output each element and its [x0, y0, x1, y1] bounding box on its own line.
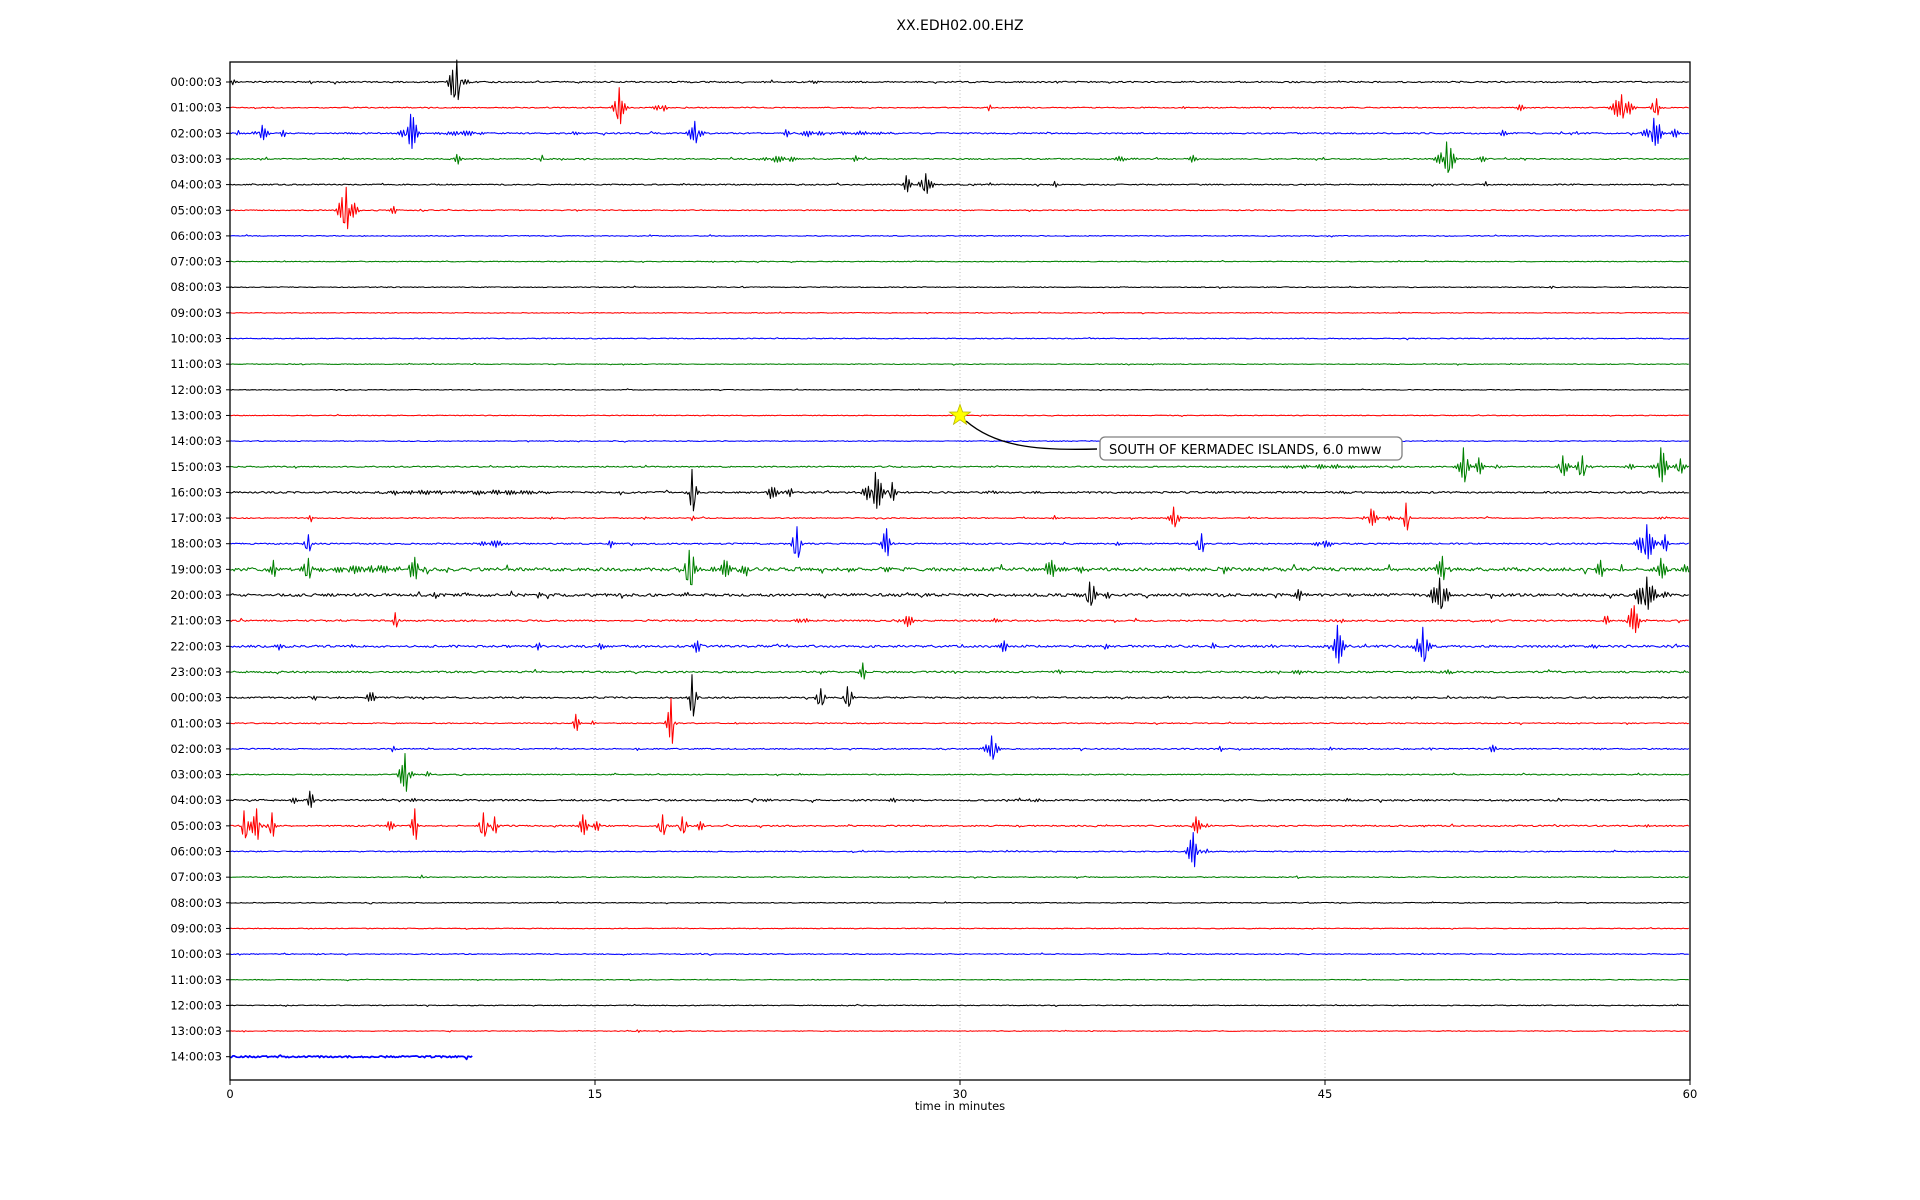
y-tick-label-30: 06:00:03	[170, 845, 222, 859]
y-tick-label-8: 08:00:03	[170, 280, 222, 294]
y-tick-label-19: 19:00:03	[170, 562, 222, 576]
trace-row-18	[229, 524, 1689, 560]
trace-row-28	[229, 790, 1690, 808]
trace-row-16	[229, 468, 1689, 512]
trace-row-30	[229, 831, 1689, 868]
trace-row-22	[229, 624, 1690, 664]
trace-row-24	[229, 674, 1689, 717]
trace-row-17	[229, 502, 1689, 531]
trace-row-27	[229, 752, 1690, 792]
trace-row-31	[229, 874, 1690, 880]
y-tick-label-6: 06:00:03	[170, 229, 222, 243]
x-tick-label-45: 45	[1318, 1087, 1333, 1101]
y-tick-label-28: 04:00:03	[170, 793, 222, 807]
y-tick-label-16: 16:00:03	[170, 485, 222, 499]
trace-row-32	[229, 901, 1689, 905]
y-tick-label-37: 13:00:03	[170, 1024, 222, 1038]
y-tick-label-29: 05:00:03	[170, 819, 222, 833]
trace-row-7	[229, 259, 1689, 264]
y-tick-label-22: 22:00:03	[170, 639, 222, 653]
event-star-marker	[948, 403, 972, 426]
x-tick-label-60: 60	[1683, 1087, 1698, 1101]
trace-row-1	[229, 87, 1689, 125]
trace-row-6	[229, 234, 1689, 238]
trace-row-33	[230, 927, 1689, 930]
annotation-leader-line	[965, 420, 1098, 451]
traces-group	[229, 59, 1690, 1061]
trace-row-38	[229, 1054, 473, 1061]
y-tick-label-24: 00:00:03	[170, 691, 222, 705]
annotation-label: SOUTH OF KERMADEC ISLANDS, 6.0 mww	[1109, 443, 1382, 458]
y-tick-label-3: 03:00:03	[170, 152, 222, 166]
trace-row-37	[229, 1029, 1690, 1033]
y-tick-label-17: 17:00:03	[170, 511, 222, 525]
trace-row-34	[229, 952, 1689, 956]
y-tick-label-11: 11:00:03	[170, 357, 222, 371]
trace-row-20	[229, 576, 1689, 610]
y-tick-label-0: 00:00:03	[170, 75, 222, 89]
axes-group: 00:00:03 01:00:03 02:00:03 03:00:03 04:00:03…	[170, 61, 1698, 1101]
y-tick-label-18: 18:00:03	[170, 537, 222, 551]
y-tick-label-32: 08:00:03	[170, 896, 222, 910]
y-tick-label-27: 03:00:03	[170, 768, 222, 782]
y-tick-label-20: 20:00:03	[170, 588, 222, 602]
y-tick-label-7: 07:00:03	[170, 255, 222, 269]
trace-row-10	[229, 336, 1690, 341]
gridlines-group	[594, 62, 1326, 1080]
y-tick-label-1: 01:00:03	[170, 101, 222, 115]
trace-row-25	[230, 697, 1689, 744]
y-tick-label-38: 14:00:03	[170, 1050, 222, 1064]
trace-row-21	[229, 605, 1689, 634]
trace-row-8	[229, 285, 1689, 289]
trace-row-19	[230, 549, 1690, 586]
y-tick-label-25: 01:00:03	[170, 716, 222, 730]
x-tick-label-30: 30	[953, 1087, 968, 1101]
trace-row-15	[229, 447, 1690, 483]
trace-row-36	[229, 1003, 1689, 1008]
y-tick-label-34: 10:00:03	[170, 947, 222, 961]
trace-row-29	[229, 808, 1690, 840]
y-tick-label-5: 05:00:03	[170, 203, 222, 217]
y-tick-label-23: 23:00:03	[170, 665, 222, 679]
y-tick-label-4: 04:00:03	[170, 178, 222, 192]
y-tick-label-2: 02:00:03	[170, 126, 222, 140]
y-tick-label-10: 10:00:03	[170, 332, 222, 346]
plot-title: XX.EDH02.00.EHZ	[896, 18, 1023, 34]
y-tick-label-13: 13:00:03	[170, 408, 222, 422]
x-tick-label-15: 15	[588, 1087, 603, 1101]
trace-row-3	[229, 141, 1689, 174]
trace-row-23	[229, 662, 1690, 680]
x-tick-label-0: 0	[226, 1087, 233, 1101]
trace-row-9	[229, 311, 1689, 315]
y-tick-label-21: 21:00:03	[170, 614, 222, 628]
y-tick-label-9: 09:00:03	[170, 306, 222, 320]
trace-row-11	[229, 362, 1689, 366]
event-annotation: SOUTH OF KERMADEC ISLANDS, 6.0 mww	[948, 403, 1403, 461]
y-tick-label-26: 02:00:03	[170, 742, 222, 756]
y-tick-label-15: 15:00:03	[170, 460, 222, 474]
trace-row-4	[229, 173, 1689, 194]
trace-row-0	[229, 59, 1689, 101]
trace-row-2	[229, 113, 1689, 150]
y-tick-label-36: 12:00:03	[170, 998, 222, 1012]
trace-row-5	[229, 186, 1689, 230]
y-tick-label-31: 07:00:03	[170, 870, 222, 884]
y-tick-label-12: 12:00:03	[170, 383, 222, 397]
trace-row-12	[229, 388, 1689, 392]
annotation-box	[1099, 436, 1403, 461]
y-tick-label-35: 11:00:03	[170, 973, 222, 987]
trace-row-35	[229, 978, 1689, 982]
y-tick-label-33: 09:00:03	[170, 921, 222, 935]
x-axis-label: time in minutes	[915, 1099, 1005, 1113]
trace-row-14	[229, 439, 1689, 443]
trace-row-26	[229, 735, 1690, 760]
y-tick-label-14: 14:00:03	[170, 434, 222, 448]
